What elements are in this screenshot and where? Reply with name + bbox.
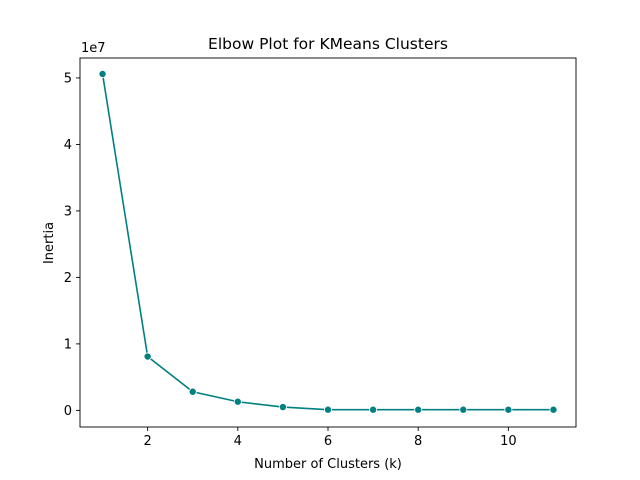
x-tick-label: 4 <box>234 434 242 449</box>
y-tick-label: 1 <box>64 337 72 352</box>
x-axis-label: Number of Clusters (k) <box>254 457 402 472</box>
x-tick-label: 2 <box>143 434 151 449</box>
data-point <box>459 405 468 414</box>
data-point <box>188 387 197 396</box>
data-point <box>98 69 107 78</box>
y-tick-label: 4 <box>64 138 72 153</box>
y-tick-label: 5 <box>64 71 72 86</box>
data-point <box>504 405 513 414</box>
data-point <box>323 405 332 414</box>
data-point <box>278 403 287 412</box>
y-axis-label: Inertia <box>42 222 57 264</box>
data-point <box>233 397 242 406</box>
data-point <box>549 405 558 414</box>
y-tick-label: 2 <box>64 271 72 286</box>
y-offset-label: 1e7 <box>81 41 106 56</box>
data-point <box>414 405 423 414</box>
x-tick-label: 10 <box>500 434 517 449</box>
y-tick-label: 0 <box>64 404 72 419</box>
chart-title: Elbow Plot for KMeans Clusters <box>208 35 448 53</box>
plot-area: 2 4 6 8 10 0 1 2 3 4 5 <box>64 57 577 449</box>
y-tick-label: 3 <box>64 204 72 219</box>
data-point <box>369 405 378 414</box>
data-point <box>143 352 152 361</box>
x-tick-label: 8 <box>414 434 422 449</box>
x-tick-label: 6 <box>324 434 332 449</box>
